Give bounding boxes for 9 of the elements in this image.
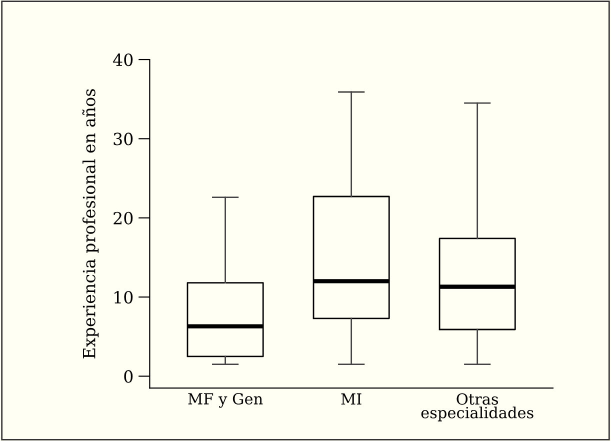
x-tick-label: MF y Gen bbox=[188, 392, 263, 408]
y-tick-label: 20 bbox=[114, 212, 133, 224]
y-axis-title: Experiencia profesional en años bbox=[82, 89, 99, 358]
y-tick-label: 0 bbox=[124, 370, 133, 383]
y-tick-label: 10 bbox=[114, 291, 133, 304]
y-tick-label: 40 bbox=[113, 53, 133, 66]
y-tick-label: 30 bbox=[114, 132, 133, 146]
x-tick-label: MI bbox=[341, 393, 362, 405]
x-tick-label: Otras especialidades bbox=[421, 393, 534, 422]
